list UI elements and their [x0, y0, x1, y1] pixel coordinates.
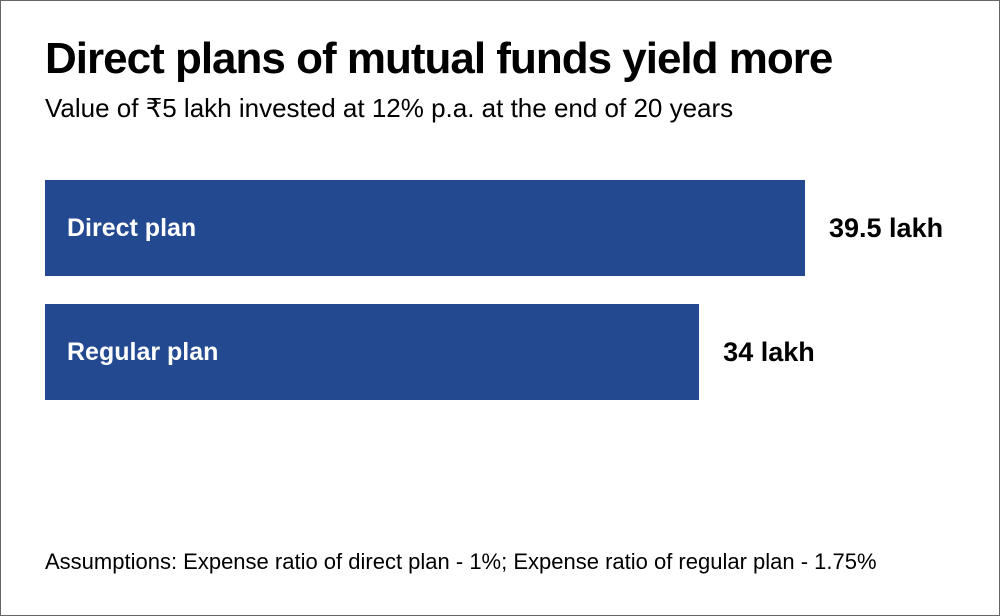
bar-value-label: 39.5 lakh	[829, 213, 943, 244]
bar-label: Regular plan	[67, 338, 218, 367]
bar-value-label: 34 lakh	[723, 337, 815, 368]
bar-direct-plan: Direct plan	[45, 180, 805, 276]
bar-regular-plan: Regular plan	[45, 304, 699, 400]
bar-row: Regular plan 34 lakh	[45, 304, 955, 400]
bar-row: Direct plan 39.5 lakh	[45, 180, 955, 276]
chart-area: Direct plan 39.5 lakh Regular plan 34 la…	[45, 180, 955, 400]
chart-assumptions: Assumptions: Expense ratio of direct pla…	[45, 549, 955, 575]
chart-subtitle: Value of ₹5 lakh invested at 12% p.a. at…	[45, 93, 955, 124]
chart-title: Direct plans of mutual funds yield more	[45, 35, 955, 83]
bar-label: Direct plan	[67, 214, 196, 243]
chart-container: Direct plans of mutual funds yield more …	[0, 0, 1000, 616]
